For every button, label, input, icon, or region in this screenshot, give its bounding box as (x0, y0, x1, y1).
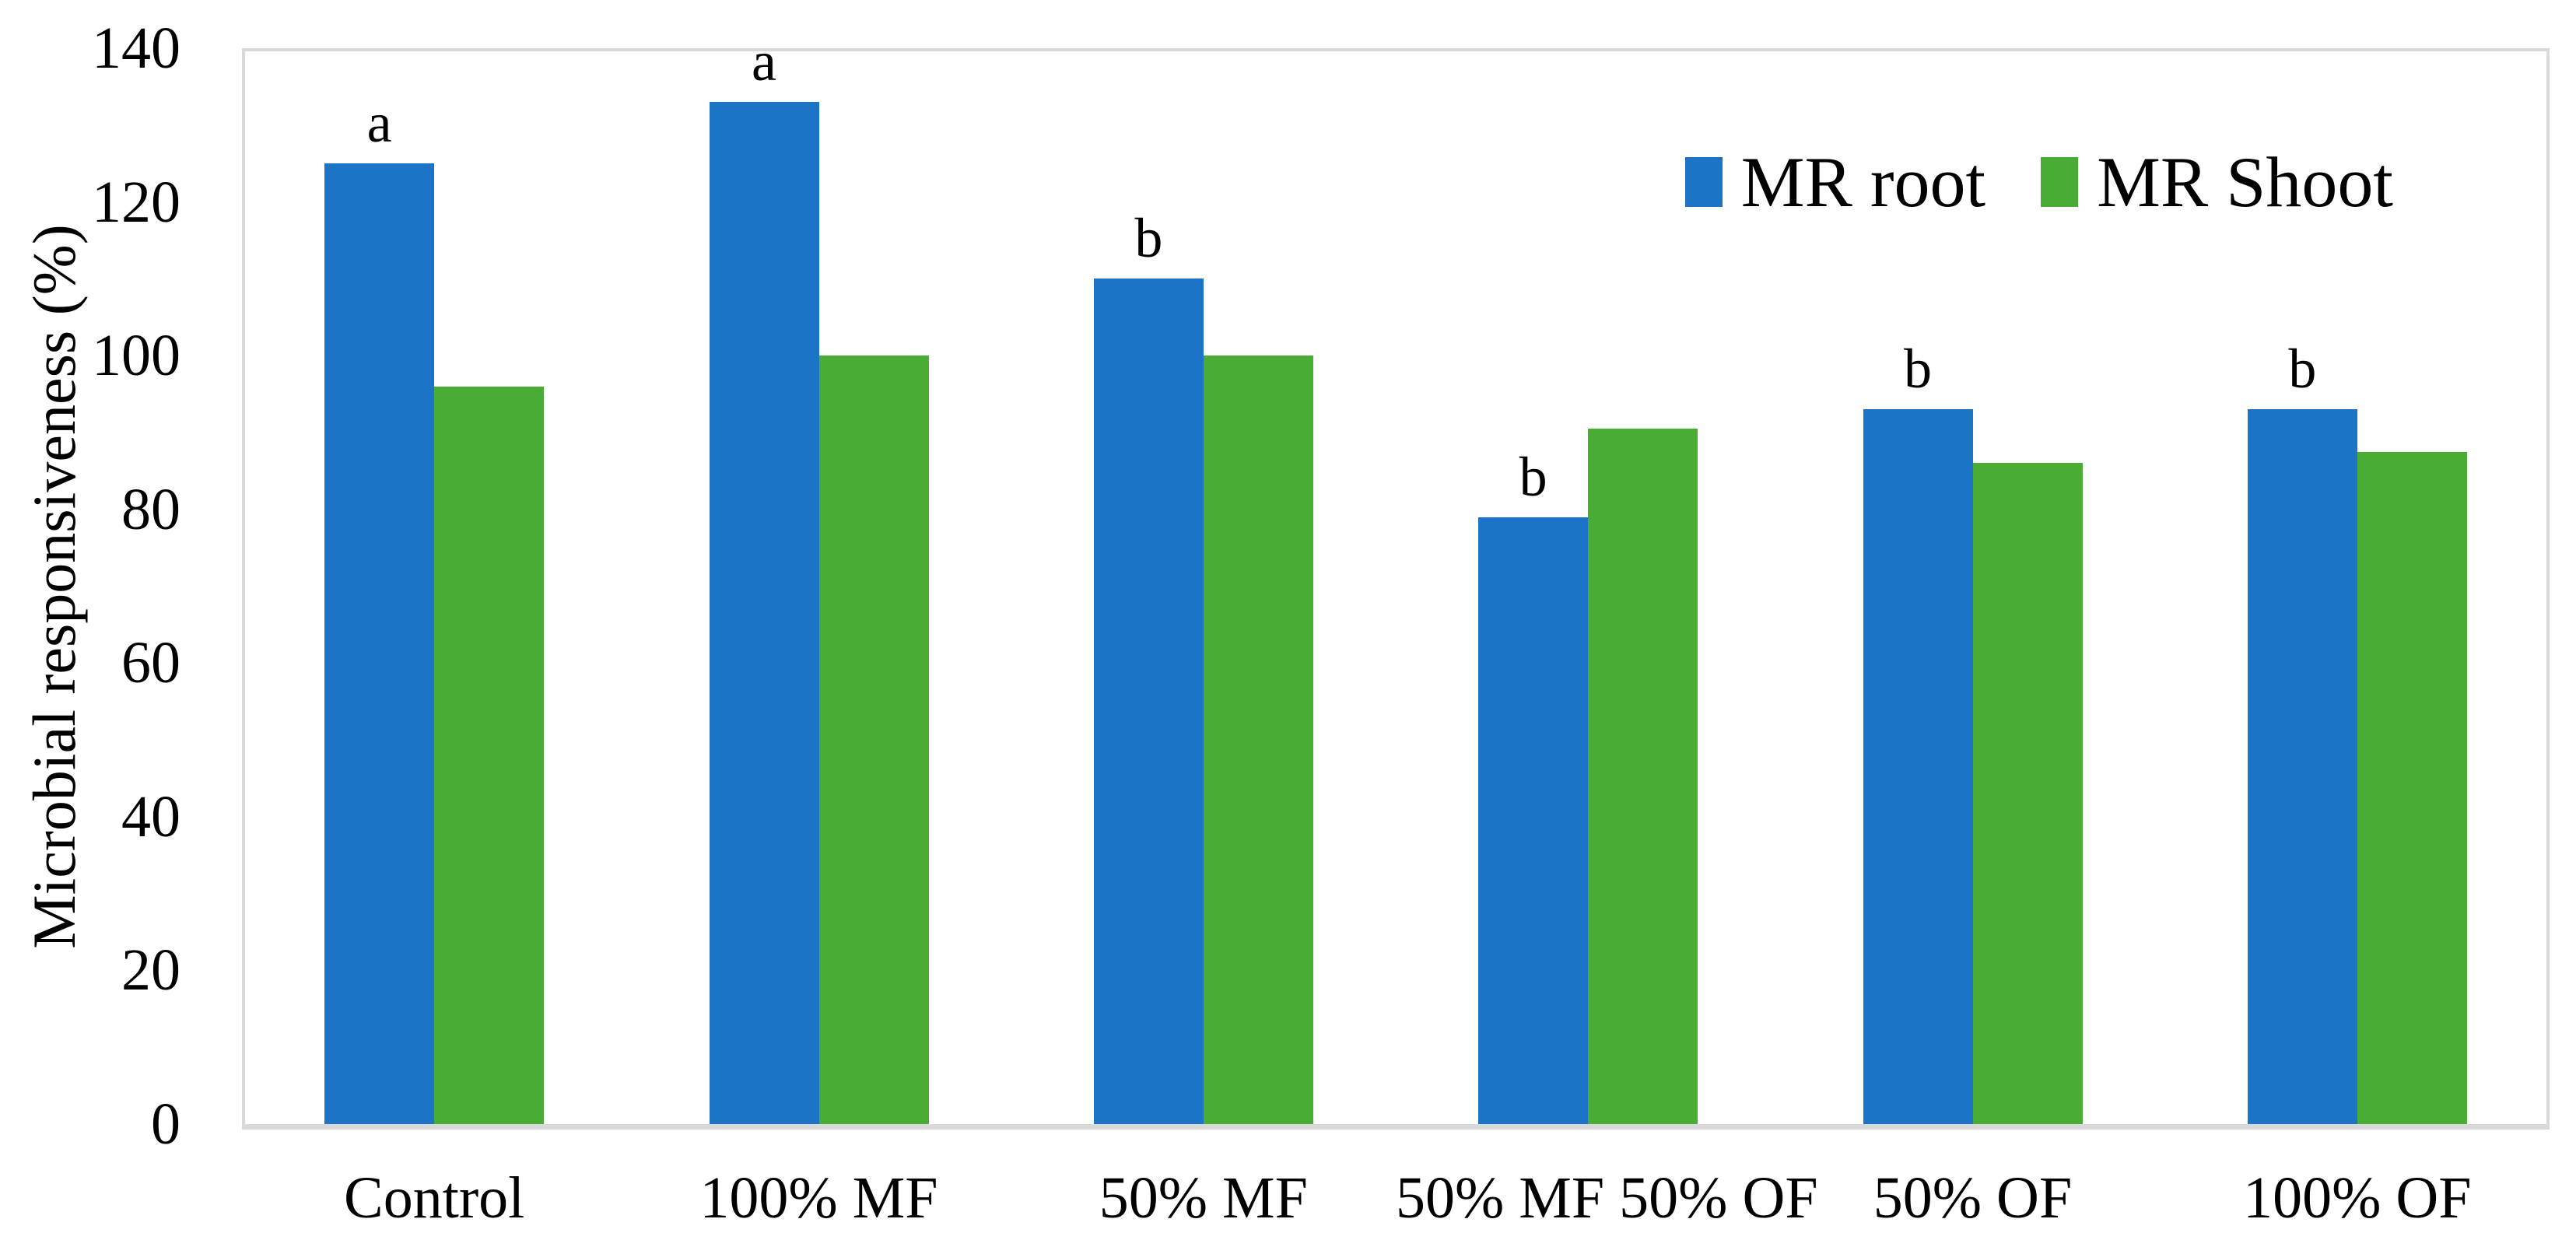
bar-mr-root-100-mf (709, 102, 819, 1124)
y-tick-label-40: 40 (121, 783, 180, 849)
y-tick-label-140: 140 (92, 16, 180, 81)
x-axis-label-50-mf: 50% MF (1099, 1165, 1308, 1231)
legend-item-mr-root: MR root (1684, 142, 1986, 222)
y-tick-label-80: 80 (121, 476, 180, 542)
significance-letter-50-mf: b (1134, 207, 1163, 270)
significance-letter-100-mf: a (752, 30, 776, 93)
plot-area (242, 48, 2550, 1130)
bar-mr-root-100-of (2247, 409, 2357, 1124)
legend-label-mr-root: MR root (1740, 142, 1986, 222)
x-axis-label-100-mf: 100% MF (699, 1165, 938, 1231)
legend-item-mr-shoot: MR Shoot (2041, 145, 2393, 219)
bar-mr-shoot-50-mf-50-of (1588, 428, 1698, 1124)
significance-letter-control: a (366, 92, 392, 155)
bar-mr-shoot-50-of (1972, 463, 2083, 1124)
bar-mr-shoot-100-mf (818, 356, 929, 1124)
x-axis-label-50-mf-50-of: 50% MF 50% OF (1396, 1165, 1818, 1231)
legend-swatch-mr-shoot (2041, 157, 2079, 207)
bar-mr-shoot-100-of (2357, 451, 2467, 1124)
legend: MR root MR Shoot (1684, 142, 2393, 222)
significance-letter-50-mf-50-of: b (1519, 445, 1547, 508)
bar-mr-root-50-mf (1093, 278, 1204, 1124)
bar-mr-root-control (324, 163, 435, 1124)
y-tick-label-0: 0 (151, 1091, 180, 1157)
bar-mr-shoot-50-mf (1203, 356, 1313, 1124)
bar-mr-root-50-mf-50-of (1478, 517, 1589, 1124)
bar-mr-shoot-control (434, 386, 545, 1124)
x-axis-label-100-of: 100% OF (2243, 1165, 2472, 1231)
y-tick-label-20: 20 (121, 937, 180, 1004)
x-axis-label-control: Control (344, 1165, 525, 1231)
legend-swatch-mr-root (1684, 157, 1723, 207)
legend-label-mr-shoot: MR Shoot (2097, 142, 2393, 222)
y-tick-label-100: 100 (92, 323, 180, 389)
significance-letter-50-of: b (1904, 338, 1932, 401)
y-tick-label-60: 60 (121, 630, 180, 696)
y-tick-label-120: 120 (92, 169, 180, 235)
x-axis-label-50-of: 50% OF (1873, 1165, 2073, 1231)
bar-mr-root-50-of (1863, 409, 1973, 1124)
significance-letter-100-of: b (2288, 338, 2317, 401)
